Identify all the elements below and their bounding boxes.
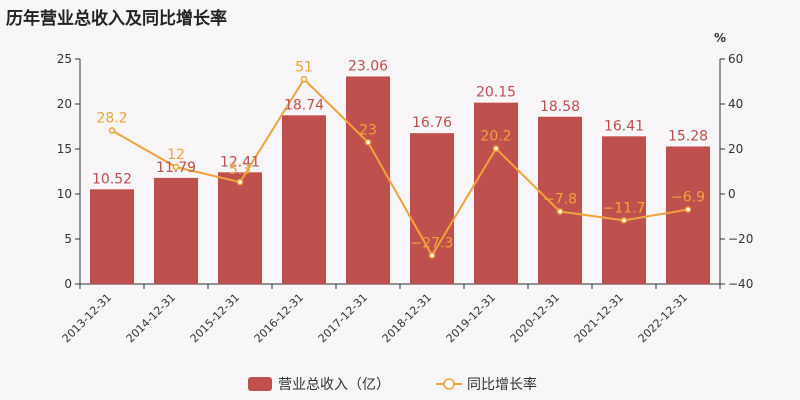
y-left-tick-label: 0 bbox=[64, 277, 72, 291]
x-tick-label: 2022-12-31 bbox=[636, 291, 690, 345]
legend-bar-swatch bbox=[248, 377, 272, 391]
bar bbox=[346, 76, 390, 285]
line-point bbox=[108, 127, 116, 134]
line-point bbox=[300, 76, 308, 83]
x-tick-label: 2017-12-31 bbox=[316, 291, 370, 345]
bar bbox=[154, 177, 198, 284]
line-value-label: 51 bbox=[295, 59, 313, 75]
x-tick-label: 2021-12-31 bbox=[572, 291, 626, 345]
bar-value-label: 10.52 bbox=[92, 171, 132, 187]
y-left-tick-label: 5 bbox=[64, 232, 72, 246]
line-value-label: 23 bbox=[359, 122, 377, 138]
bar-value-label: 18.74 bbox=[284, 97, 324, 113]
y-right-tick-label: 60 bbox=[728, 52, 743, 66]
bar-value-label: 23.06 bbox=[348, 58, 388, 74]
y-left-tick-label: 15 bbox=[57, 142, 72, 156]
bar-value-label: 18.58 bbox=[540, 99, 580, 115]
y-left-tick-label: 25 bbox=[57, 52, 72, 66]
y-right-tick-label: −40 bbox=[728, 277, 753, 291]
line-point bbox=[556, 208, 564, 215]
line-point bbox=[364, 139, 372, 146]
y-left-tick-label: 20 bbox=[57, 97, 72, 111]
bar-value-label: 16.41 bbox=[604, 118, 644, 134]
line-value-label: 5.3 bbox=[229, 162, 251, 178]
line-value-label: −27.3 bbox=[411, 235, 454, 251]
bar bbox=[602, 136, 646, 284]
x-tick-label: 2014-12-31 bbox=[124, 291, 178, 345]
bar bbox=[218, 172, 262, 284]
bar bbox=[474, 102, 518, 285]
bar-value-label: 15.28 bbox=[668, 128, 708, 144]
bar bbox=[666, 146, 710, 284]
x-tick-label: 2019-12-31 bbox=[444, 291, 498, 345]
y-right-tick-label: −20 bbox=[728, 232, 753, 246]
bar-value-label: 20.15 bbox=[476, 85, 516, 101]
chart-title: 历年营业总收入及同比增长率 bbox=[6, 9, 227, 29]
bar bbox=[410, 133, 454, 284]
y-right-tick-label: 20 bbox=[728, 142, 743, 156]
legend-line-marker bbox=[443, 378, 455, 390]
line-point bbox=[428, 252, 436, 259]
line-value-label: 20.2 bbox=[480, 129, 511, 145]
x-tick-label: 2015-12-31 bbox=[188, 291, 242, 345]
legend-line-label: 同比增长率 bbox=[467, 376, 537, 393]
line-value-label: −7.8 bbox=[543, 192, 577, 208]
bar bbox=[538, 116, 582, 284]
bar-value-label: 16.76 bbox=[412, 115, 452, 131]
line-value-label: 28.2 bbox=[96, 111, 127, 127]
bar-value-label: 11.79 bbox=[156, 160, 196, 176]
bar bbox=[282, 115, 326, 284]
x-tick-label: 2018-12-31 bbox=[380, 291, 434, 345]
x-tick-label: 2020-12-31 bbox=[508, 291, 562, 345]
line-value-label: 12 bbox=[167, 147, 185, 163]
line-point bbox=[236, 178, 244, 186]
line-value-label: −11.7 bbox=[603, 200, 646, 216]
line-value-label: −6.9 bbox=[671, 190, 705, 206]
growth-line bbox=[111, 77, 689, 258]
legend-bar-label: 营业总收入（亿） bbox=[278, 377, 390, 393]
y-right-tick-label: 40 bbox=[728, 97, 743, 111]
line-point bbox=[620, 217, 628, 224]
line-point bbox=[172, 163, 180, 171]
line-point bbox=[492, 145, 500, 152]
bar-value-label: 12.41 bbox=[220, 154, 260, 170]
y-right-unit: % bbox=[714, 31, 726, 45]
y-left-tick-label: 10 bbox=[57, 187, 72, 201]
x-tick-label: 2016-12-31 bbox=[252, 291, 306, 345]
line-point bbox=[684, 206, 692, 213]
x-tick-label: 2013-12-31 bbox=[60, 291, 114, 345]
bar bbox=[90, 189, 134, 284]
y-right-tick-label: 0 bbox=[728, 187, 736, 201]
